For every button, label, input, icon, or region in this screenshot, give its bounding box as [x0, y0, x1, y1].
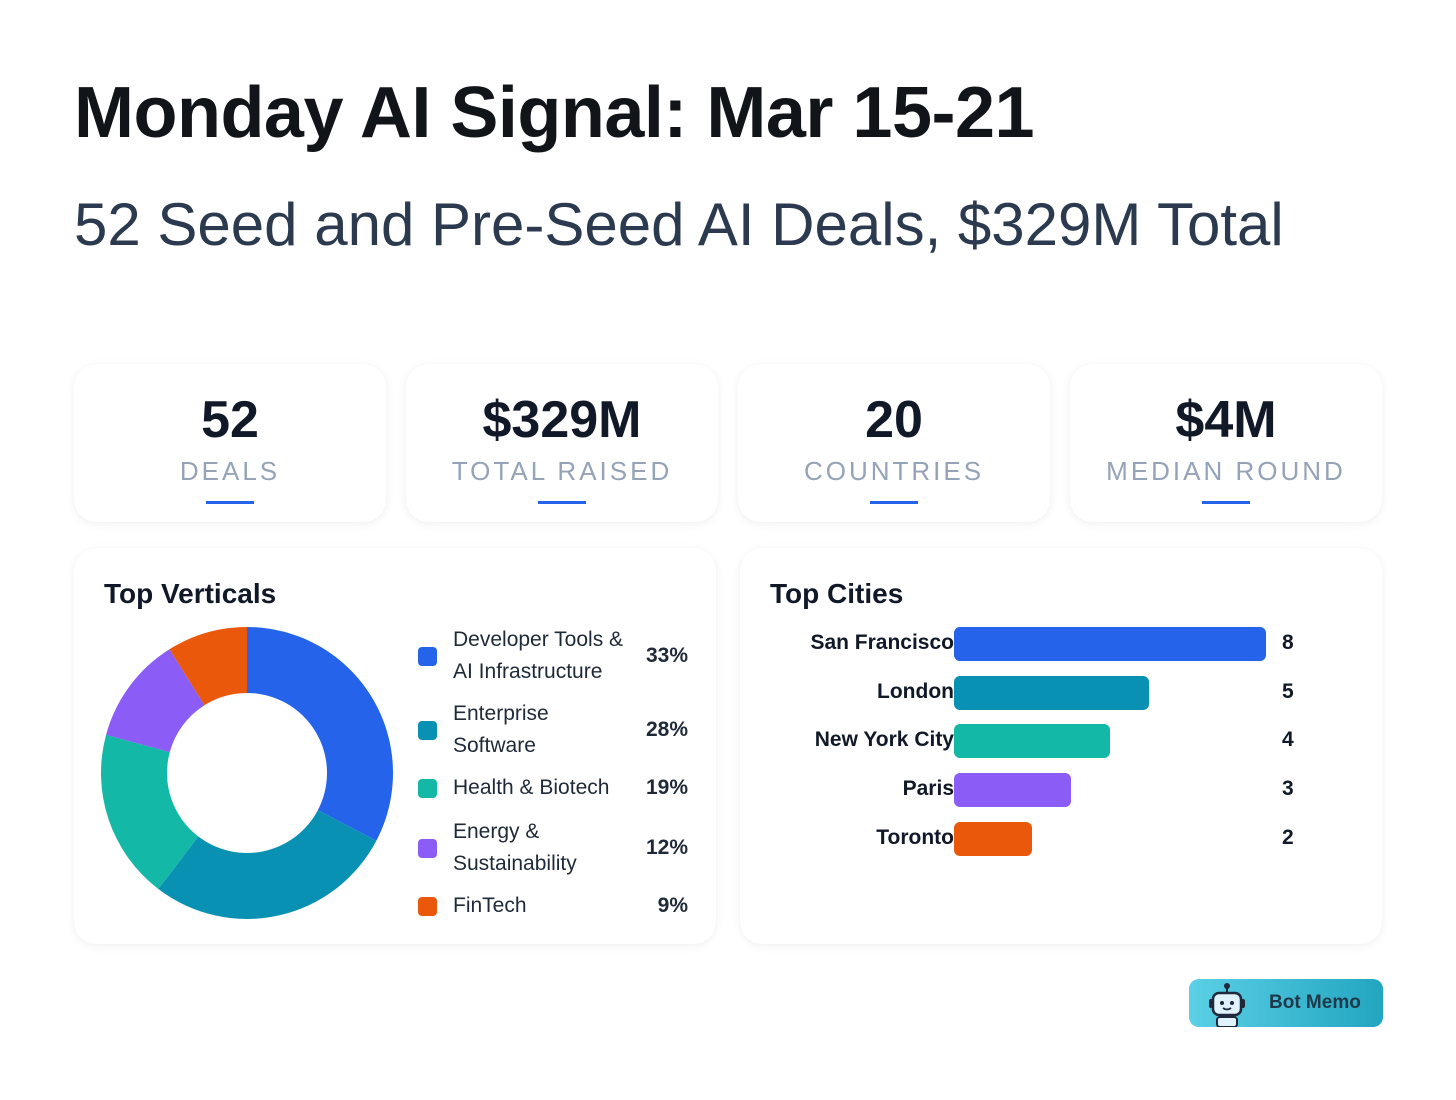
donut-slice	[169, 627, 247, 706]
stat-card: 20 COUNTRIES	[738, 364, 1050, 522]
city-bar	[954, 773, 1071, 808]
legend-label: Enterprise	[453, 702, 549, 725]
donut-slice	[106, 649, 205, 753]
city-label: San Francisco	[810, 631, 954, 654]
city-row: San Francisco 8	[740, 627, 1300, 661]
legend-label: Energy &	[453, 820, 540, 843]
city-value: 3	[1282, 777, 1294, 801]
legend-item: Developer Tools & AI Infrastructure 33%	[418, 624, 688, 688]
city-row: London 5	[740, 675, 1300, 710]
stat-underline	[1202, 501, 1250, 504]
legend-item: Enterprise Software 28%	[418, 698, 688, 762]
stat-label: DEALS	[179, 456, 281, 486]
legend-item: Health & Biotech 19%	[418, 772, 688, 804]
stat-underline	[870, 501, 918, 504]
top-verticals-panel: Top Verticals Developer Tools & AI Infras…	[74, 548, 716, 944]
legend-percent: 33%	[645, 644, 688, 667]
legend-label: Developer Tools &	[453, 628, 624, 651]
page-subtitle: 52 Seed and Pre-Seed AI Deals, $329M Tot…	[74, 191, 1284, 258]
stat-value: $329M	[482, 391, 642, 449]
city-label: London	[877, 679, 954, 703]
legend-label: AI Infrastructure	[453, 660, 603, 683]
legend-percent: 19%	[645, 776, 688, 799]
city-value: 2	[1282, 825, 1294, 849]
logo-text: Bot Memo	[1269, 992, 1361, 1013]
stat-underline	[538, 501, 586, 504]
top-cities-panel: Top Cities San Francisco 8 London 5 New York…	[740, 548, 1382, 944]
legend-label: Software	[453, 734, 536, 757]
top-cities-title: Top Cities	[770, 578, 904, 609]
city-bar	[954, 627, 1266, 661]
city-row: New York City 4	[740, 724, 1300, 759]
legend-percent: 9%	[657, 894, 688, 917]
page-title: Monday AI Signal: Mar 15-21	[74, 73, 1035, 153]
city-row: Toronto 2	[740, 821, 1300, 856]
donut-chart	[101, 627, 393, 919]
legend-item: FinTech 9%	[418, 890, 688, 922]
city-value: 8	[1282, 631, 1294, 654]
legend-label: FinTech	[453, 894, 527, 917]
bot-memo-logo: Bot Memo	[1189, 979, 1383, 1027]
city-row: Paris 3	[740, 773, 1300, 808]
stat-card: $329M TOTAL RAISED	[406, 364, 718, 522]
legend-percent: 12%	[645, 836, 688, 859]
stat-underline	[206, 501, 254, 504]
stat-value: $4M	[1175, 391, 1277, 449]
legend-percent: 28%	[645, 718, 688, 741]
legend-item: Energy & Sustainability 12%	[418, 816, 688, 880]
stat-value: 20	[865, 391, 923, 449]
stat-label: MEDIAN ROUND	[1106, 456, 1346, 486]
legend-label: Health & Biotech	[453, 776, 610, 799]
stat-value: 52	[201, 391, 259, 449]
robot-icon	[1209, 983, 1245, 1027]
legend-swatch	[418, 838, 437, 858]
top-verticals-title: Top Verticals	[104, 578, 277, 609]
stat-label: COUNTRIES	[803, 456, 985, 486]
donut-slice	[158, 810, 377, 919]
city-bar	[954, 821, 1032, 856]
legend-label: Sustainability	[453, 852, 577, 875]
city-bar	[954, 675, 1149, 710]
donut-slice	[247, 627, 393, 841]
city-label: Paris	[902, 777, 954, 801]
city-label: New York City	[814, 728, 954, 752]
city-label: Toronto	[876, 825, 954, 849]
donut-slice	[101, 734, 199, 889]
legend-swatch	[418, 720, 437, 740]
stat-card: 52 DEALS	[74, 364, 386, 522]
city-bar	[954, 724, 1110, 759]
stat-label: TOTAL RAISED	[451, 456, 673, 486]
city-value: 4	[1282, 728, 1294, 752]
city-value: 5	[1282, 679, 1294, 703]
legend-swatch	[418, 896, 437, 916]
stat-card: $4M MEDIAN ROUND	[1070, 364, 1382, 522]
legend-swatch	[418, 778, 437, 798]
legend-swatch	[418, 646, 437, 666]
